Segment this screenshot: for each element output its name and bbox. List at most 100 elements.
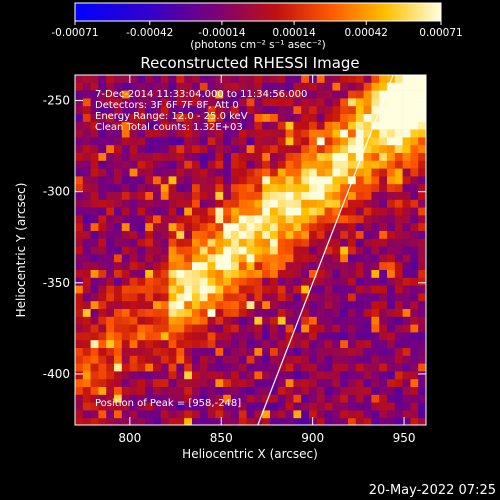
heatmap-cell bbox=[301, 293, 310, 302]
heatmap-cell bbox=[387, 246, 396, 255]
heatmap-cell bbox=[293, 418, 302, 425]
heatmap-cell bbox=[231, 231, 240, 240]
heatmap-cell bbox=[301, 418, 310, 425]
heatmap-cell bbox=[277, 90, 286, 99]
heatmap-cell bbox=[418, 262, 426, 271]
y-axis-label: Heliocentric Y (arcsec) bbox=[14, 183, 28, 318]
heatmap-cell bbox=[137, 316, 146, 325]
heatmap-cell bbox=[137, 106, 146, 115]
heatmap-cell bbox=[75, 394, 84, 403]
heatmap-cell bbox=[285, 293, 294, 302]
heatmap-cell bbox=[145, 277, 154, 286]
heatmap-cell bbox=[332, 199, 341, 208]
heatmap-cell bbox=[410, 246, 419, 255]
heatmap-cell bbox=[192, 394, 201, 403]
heatmap-cell bbox=[410, 90, 419, 99]
heatmap-cell bbox=[410, 410, 419, 419]
heatmap-cell bbox=[332, 277, 341, 286]
heatmap-cell bbox=[207, 82, 216, 91]
heatmap-cell bbox=[332, 82, 341, 91]
heatmap-cell bbox=[98, 394, 107, 403]
heatmap-cell bbox=[106, 324, 115, 333]
heatmap-cell bbox=[160, 106, 169, 115]
heatmap-cell bbox=[90, 324, 99, 333]
heatmap-cell bbox=[246, 262, 255, 271]
heatmap-cell bbox=[231, 98, 240, 107]
heatmap-cell bbox=[137, 129, 146, 138]
heatmap-cell bbox=[137, 340, 146, 349]
heatmap-cell bbox=[270, 332, 279, 341]
heatmap-cell bbox=[371, 316, 380, 325]
heatmap-cell bbox=[231, 270, 240, 279]
heatmap-cell bbox=[137, 301, 146, 310]
heatmap-cell bbox=[270, 301, 279, 310]
heatmap-cell bbox=[324, 394, 333, 403]
heatmap-cell bbox=[215, 371, 224, 380]
heatmap-cell bbox=[293, 90, 302, 99]
heatmap-cell bbox=[285, 418, 294, 425]
heatmap-cell bbox=[207, 106, 216, 115]
heatmap-cell bbox=[90, 160, 99, 169]
heatmap-cell bbox=[231, 254, 240, 263]
heatmap-cell bbox=[355, 223, 364, 232]
heatmap-cell bbox=[207, 192, 216, 201]
heatmap-cell bbox=[394, 355, 403, 364]
heatmap-cell bbox=[168, 332, 177, 341]
heatmap-cell bbox=[184, 270, 193, 279]
heatmap-cell bbox=[223, 160, 232, 169]
heatmap-cell bbox=[309, 176, 318, 185]
heatmap-cell bbox=[371, 231, 380, 240]
heatmap-cell bbox=[262, 316, 271, 325]
heatmap-cell bbox=[293, 215, 302, 224]
heatmap-cell bbox=[254, 137, 263, 146]
heatmap-cell bbox=[168, 121, 177, 130]
heatmap-cell bbox=[153, 231, 162, 240]
heatmap-cell bbox=[387, 309, 396, 318]
heatmap-cell bbox=[387, 223, 396, 232]
heatmap-cell bbox=[199, 309, 208, 318]
heatmap-cell bbox=[90, 277, 99, 286]
heatmap-cell bbox=[285, 199, 294, 208]
heatmap-cell bbox=[262, 293, 271, 302]
heatmap-cell bbox=[75, 246, 84, 255]
heatmap-cell bbox=[238, 184, 247, 193]
heatmap-cell bbox=[137, 324, 146, 333]
heatmap-cell bbox=[90, 238, 99, 247]
heatmap-cell bbox=[402, 301, 411, 310]
heatmap-cell bbox=[387, 176, 396, 185]
heatmap-cell bbox=[238, 394, 247, 403]
heatmap-cell bbox=[285, 387, 294, 396]
heatmap-cell bbox=[379, 324, 388, 333]
heatmap-cell bbox=[207, 176, 216, 185]
heatmap-cell bbox=[137, 231, 146, 240]
heatmap-cell bbox=[270, 277, 279, 286]
heatmap-cell bbox=[309, 121, 318, 130]
heatmap-cell bbox=[137, 371, 146, 380]
heatmap-cell bbox=[379, 387, 388, 396]
heatmap-cell bbox=[324, 355, 333, 364]
heatmap-cell bbox=[348, 184, 357, 193]
heatmap-cell bbox=[387, 410, 396, 419]
heatmap-cell bbox=[270, 340, 279, 349]
heatmap-cell bbox=[309, 285, 318, 294]
heatmap-cell bbox=[160, 394, 169, 403]
heatmap-cell bbox=[262, 90, 271, 99]
heatmap-cell bbox=[277, 129, 286, 138]
heatmap-cell bbox=[160, 145, 169, 154]
heatmap-cell bbox=[82, 223, 91, 232]
heatmap-cell bbox=[332, 238, 341, 247]
colorbar-tick-label: 0.00014 bbox=[272, 27, 316, 39]
heatmap-cell bbox=[75, 418, 84, 425]
heatmap-cell bbox=[75, 254, 84, 263]
heatmap-cell bbox=[418, 121, 426, 130]
heatmap-cell bbox=[355, 394, 364, 403]
heatmap-cell bbox=[199, 316, 208, 325]
heatmap-cell bbox=[316, 418, 325, 425]
heatmap-cell bbox=[75, 285, 84, 294]
heatmap-cell bbox=[394, 371, 403, 380]
heatmap-cell bbox=[192, 363, 201, 372]
heatmap-cell bbox=[145, 168, 154, 177]
heatmap-cell bbox=[418, 90, 426, 99]
heatmap-cell bbox=[262, 168, 271, 177]
heatmap-cell bbox=[199, 145, 208, 154]
